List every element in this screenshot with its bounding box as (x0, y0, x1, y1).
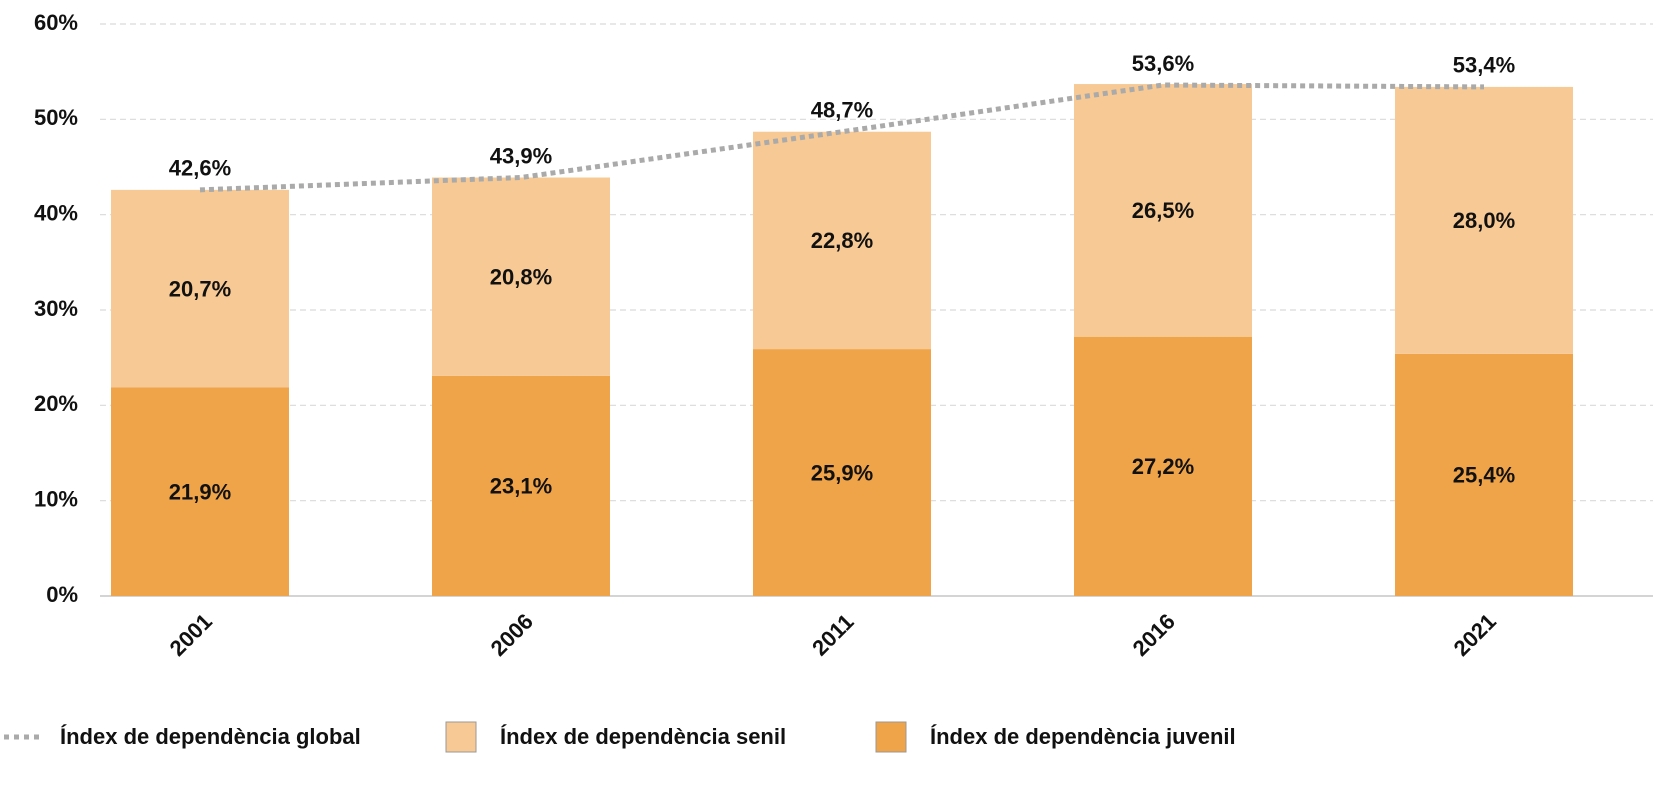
data-label: 20,8% (490, 264, 552, 289)
data-label: 25,4% (1453, 463, 1515, 488)
x-tick-label: 2016 (1128, 609, 1180, 661)
x-tick-label: 2001 (165, 609, 217, 661)
x-tick-label: 2006 (486, 609, 538, 661)
data-label: 25,9% (811, 460, 873, 485)
bar-segment (753, 349, 931, 596)
data-label: 53,4% (1453, 53, 1515, 78)
bar-segment (753, 131, 931, 350)
x-tick-label: 2011 (807, 609, 858, 660)
legend-swatch (875, 721, 907, 753)
legend-label: Índex de dependència juvenil (930, 724, 1236, 749)
bar-segment (1395, 353, 1573, 596)
y-tick-label: 0% (46, 582, 78, 607)
bar-segment (432, 177, 610, 376)
legend-label: Índex de dependència global (60, 724, 361, 749)
y-tick-label: 60% (34, 10, 78, 35)
data-label: 53,6% (1132, 51, 1194, 76)
bar-segment (1074, 84, 1252, 337)
y-tick-label: 10% (34, 486, 78, 511)
data-label: 26,5% (1132, 198, 1194, 223)
data-label: 28,0% (1453, 208, 1515, 233)
y-tick-label: 50% (34, 105, 78, 130)
x-tick-label: 2021 (1449, 609, 1501, 661)
bar-segment (111, 387, 289, 596)
data-label: 23,1% (490, 474, 552, 499)
bar-segment (1074, 336, 1252, 596)
data-label: 42,6% (169, 156, 231, 181)
data-label: 20,7% (169, 276, 231, 301)
data-label: 27,2% (1132, 454, 1194, 479)
y-tick-label: 20% (34, 391, 78, 416)
bar-segment (432, 375, 610, 596)
data-label: 48,7% (811, 98, 873, 123)
data-label: 43,9% (490, 143, 552, 168)
y-tick-label: 30% (34, 296, 78, 321)
legend-swatch (445, 721, 477, 753)
bar-segment (111, 189, 289, 388)
y-tick-label: 40% (34, 200, 78, 225)
legend-label: Índex de dependència senil (500, 724, 786, 749)
bar-segment (1395, 86, 1573, 354)
data-label: 22,8% (811, 228, 873, 253)
data-label: 21,9% (169, 479, 231, 504)
